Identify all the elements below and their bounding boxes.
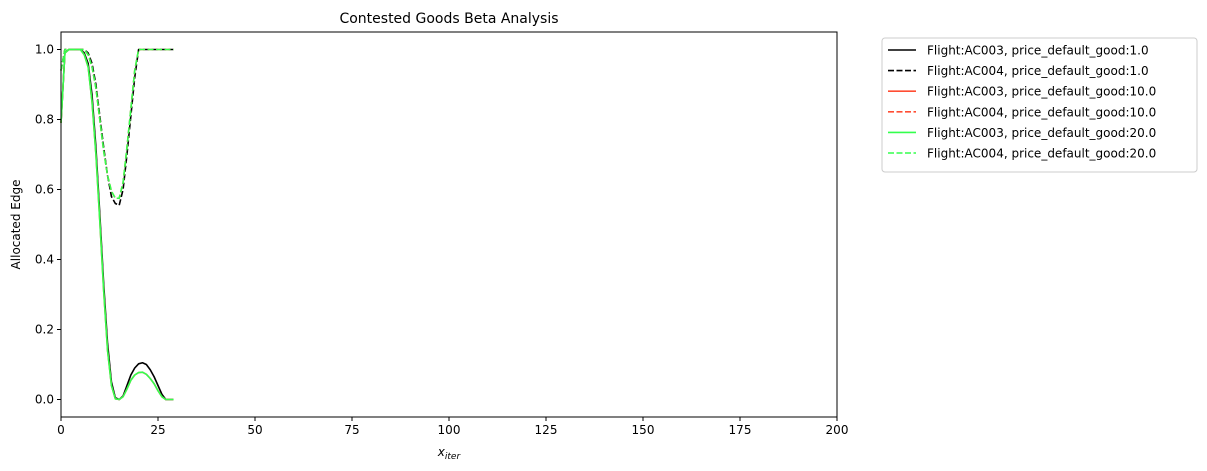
x-tick-label: 200	[826, 423, 849, 437]
x-axis-label-sub: iter	[445, 452, 462, 462]
x-tick-label: 175	[729, 423, 752, 437]
legend: Flight:AC003, price_default_good:1.0 Flig…	[881, 37, 1198, 173]
legend-label-4: Flight:AC004, price_default_good:10.0	[927, 105, 1156, 119]
y-tick-label: 0.2	[35, 323, 54, 337]
series-line-6	[60, 48, 174, 200]
y-tick-label: 0.0	[35, 393, 54, 407]
plot-area	[61, 32, 837, 417]
x-tick-label: 150	[632, 423, 655, 437]
y-tick-label: 0.6	[35, 183, 54, 197]
x-tick-label: 75	[344, 423, 359, 437]
x-tick-label: 100	[438, 423, 461, 437]
x-axis-label: xiter	[437, 445, 462, 462]
legend-label-6: Flight:AC004, price_default_good:20.0	[927, 147, 1156, 161]
x-tick-label: 125	[535, 423, 558, 437]
x-tick-label: 0	[57, 423, 65, 437]
series-layer	[60, 48, 174, 401]
legend-box	[881, 37, 1198, 173]
y-tick-label: 0.8	[35, 113, 54, 127]
legend-label-1: Flight:AC003, price_default_good:1.0	[927, 44, 1149, 58]
chart-title: Contested Goods Beta Analysis	[339, 11, 558, 27]
x-tick-label: 50	[247, 423, 262, 437]
y-tick-label: 0.4	[35, 253, 54, 267]
legend-label-5: Flight:AC003, price_default_good:20.0	[927, 126, 1156, 140]
y-axis-ticks: 0.0 0.2 0.4 0.6 0.8 1.0	[35, 43, 61, 407]
x-axis-label-main: x	[437, 445, 446, 459]
x-axis-ticks: 0 25 50 75 100 125 150 175 200	[57, 417, 848, 437]
legend-label-2: Flight:AC004, price_default_good:1.0	[927, 64, 1149, 78]
legend-label-3: Flight:AC003, price_default_good:10.0	[927, 85, 1156, 99]
x-tick-label: 25	[150, 423, 165, 437]
y-tick-label: 1.0	[35, 43, 54, 57]
y-axis-label: Allocated Edge	[9, 180, 23, 270]
